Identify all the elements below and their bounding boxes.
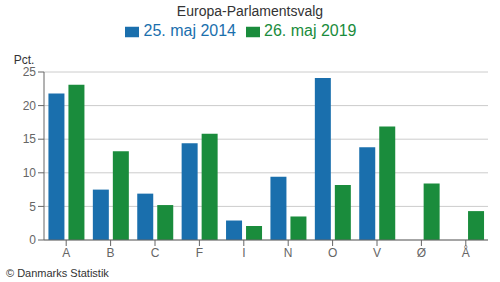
svg-text:20: 20 bbox=[23, 99, 37, 113]
svg-text:Å: Å bbox=[462, 245, 470, 260]
svg-text:N: N bbox=[284, 246, 293, 260]
svg-text:F: F bbox=[196, 246, 203, 260]
svg-text:O: O bbox=[328, 246, 337, 260]
svg-text:C: C bbox=[151, 246, 160, 260]
svg-text:I: I bbox=[242, 246, 245, 260]
svg-text:Pct.: Pct. bbox=[14, 53, 35, 67]
html-text:25. maj 2014: 25. maj 2014 bbox=[143, 22, 236, 39]
html-text:© Danmarks Statistik: © Danmarks Statistik bbox=[6, 267, 109, 279]
svg-text:5: 5 bbox=[29, 200, 36, 214]
svg-text:A: A bbox=[62, 246, 70, 260]
svg-text:V: V bbox=[373, 246, 381, 260]
html-text:Europa-Parlamentsvalg: Europa-Parlamentsvalg bbox=[176, 3, 324, 19]
svg-text:10: 10 bbox=[23, 166, 37, 180]
svg-text:B: B bbox=[107, 246, 115, 260]
svg-text:0: 0 bbox=[29, 233, 36, 247]
svg-text:25: 25 bbox=[23, 65, 37, 79]
svg-text:15: 15 bbox=[23, 132, 37, 146]
html-text:26. maj 2019: 26. maj 2019 bbox=[264, 22, 357, 39]
svg-text:Ø: Ø bbox=[417, 246, 426, 260]
